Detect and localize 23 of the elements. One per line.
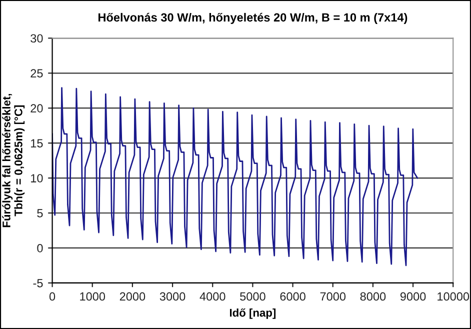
y-tick-label: 15 <box>31 139 43 148</box>
x-axis-title: Idő [nap] <box>230 308 276 319</box>
y-tick-label: 25 <box>30 69 43 78</box>
x-tick-label: 9000 <box>400 292 426 301</box>
chart-title: Hőelvonás 30 W/m, hőnyeletés 20 W/m, B = 10 m (7x14) <box>98 12 408 24</box>
x-tick-label: 4000 <box>200 292 226 301</box>
x-tick-label: 8000 <box>360 292 386 301</box>
y-tick-label: 30 <box>30 34 43 43</box>
y-tick-label: 0 <box>37 244 43 252</box>
line-series <box>52 87 418 266</box>
x-tick-label: 10000 <box>438 292 470 301</box>
x-tick-label: 0 <box>49 292 56 301</box>
y-tick-label: -5 <box>33 279 43 288</box>
x-tick-label: 1000 <box>80 292 106 301</box>
x-tick-label: 2000 <box>120 292 146 301</box>
x-tick-label: 7000 <box>320 292 346 301</box>
y-tick-label: 5 <box>37 209 43 218</box>
y-tick-label: 10 <box>31 174 43 182</box>
y-axis-title: Fúrólyuk fal hőmérséklet, Tbh(r = 0,0625m) [°C] <box>2 94 25 228</box>
x-tick-label: 5000 <box>240 292 266 301</box>
y-tick-label: 20 <box>30 104 43 112</box>
x-tick-label: 3000 <box>160 292 186 301</box>
x-tick-label: 6000 <box>280 292 306 301</box>
